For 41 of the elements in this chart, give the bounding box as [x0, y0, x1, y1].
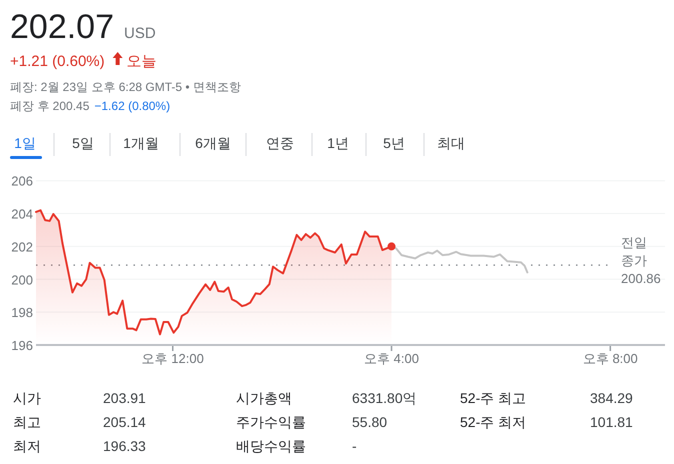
x-tick-label: 오후 12:00 — [142, 351, 204, 366]
text: +1.21 (0.60%) — [10, 53, 105, 70]
y-tick-label: 198 — [11, 305, 33, 320]
text: 52-주 최저 — [460, 414, 526, 430]
y-tick-label: 206 — [11, 174, 33, 189]
text: 오늘 — [126, 53, 157, 70]
text: 5일 — [72, 135, 94, 151]
text: 최고 — [13, 414, 41, 430]
ref-line-label: 전일 종가 200.86 — [621, 235, 661, 286]
text: 205.14 — [103, 414, 146, 430]
text: 6331.80억 — [352, 390, 417, 406]
text: USD — [124, 25, 156, 42]
text: 폐장: 2월 23일 오후 6:28 GMT-5 • 면책조항 — [10, 80, 241, 94]
text: 폐장 후 200.45 — [10, 99, 90, 113]
text: 연중 — [266, 135, 294, 151]
y-tick-label: 202 — [11, 239, 33, 254]
text: 1일 — [14, 135, 36, 151]
text: 시가 — [13, 390, 41, 406]
text: 202.07 — [10, 8, 114, 46]
text: −1.62 (0.80%) — [94, 99, 170, 113]
y-tick-label: 200 — [11, 272, 33, 288]
text: 6개월 — [195, 135, 231, 151]
text: 시가총액 — [236, 390, 292, 406]
text: 주가수익률 — [236, 414, 306, 430]
x-tick-label: 오후 8:00 — [582, 351, 638, 366]
text: 55.80 — [352, 414, 388, 430]
text: 101.81 — [590, 414, 634, 430]
text: 1개월 — [123, 135, 159, 151]
text: 최대 — [437, 135, 465, 151]
text: 384.29 — [590, 390, 634, 406]
text: 배당수익률 — [236, 438, 306, 454]
text: 203.91 — [103, 390, 146, 406]
text: 5년 — [383, 135, 405, 151]
text: - — [352, 438, 357, 454]
text: 1년 — [327, 135, 349, 151]
text: 52-주 최고 — [460, 390, 526, 406]
y-tick-label: 204 — [11, 206, 33, 222]
y-tick-label: 196 — [11, 338, 33, 353]
x-tick-label: 오후 4:00 — [364, 351, 419, 366]
text: 최저 — [13, 438, 41, 454]
text: 196.33 — [103, 438, 146, 454]
